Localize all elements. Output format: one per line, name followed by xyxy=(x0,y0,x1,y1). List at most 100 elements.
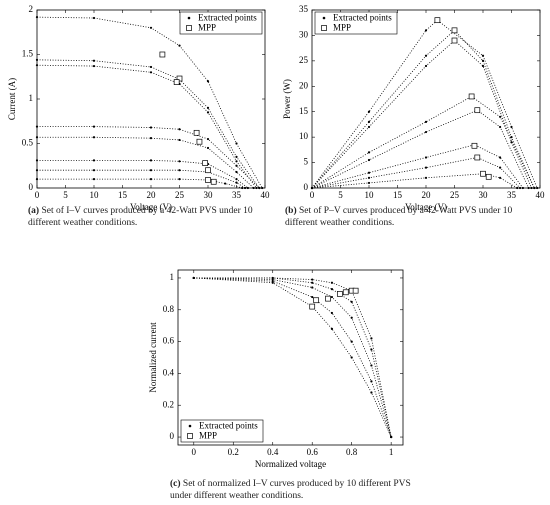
extracted-point xyxy=(271,278,274,281)
extracted-point xyxy=(311,295,314,299)
fit-curve xyxy=(311,19,538,189)
legend-marker xyxy=(321,25,327,31)
x-tick-label: 0.4 xyxy=(267,447,279,457)
extracted-point xyxy=(235,178,238,181)
caption: (c) Set of normalized I–V curves produce… xyxy=(170,478,425,502)
extracted-point xyxy=(35,58,39,61)
legend-marker xyxy=(187,16,191,20)
extracted-point xyxy=(330,311,334,315)
x-tick-label: 35 xyxy=(232,190,242,200)
legend-label: Extracted points xyxy=(198,13,257,23)
y-tick-label: 0 xyxy=(29,182,34,192)
caption-text: Set of I–V curves produced by a 42-Watt … xyxy=(28,206,253,228)
caption-label: (c) xyxy=(170,479,181,489)
mpp-point xyxy=(471,142,478,149)
extracted-point xyxy=(149,159,153,162)
legend-marker xyxy=(187,433,193,439)
extracted-point xyxy=(330,327,334,330)
extracted-point xyxy=(178,44,181,47)
mpp-point xyxy=(313,297,320,304)
caption: (b) Set of P–V curves produced by a 42-W… xyxy=(285,205,540,229)
extracted-point xyxy=(35,159,39,162)
fit-curve xyxy=(193,277,392,438)
extracted-point xyxy=(350,300,353,303)
fit-curve xyxy=(193,277,392,438)
extracted-point xyxy=(367,181,371,185)
y-tick-label: 5 xyxy=(304,157,309,167)
x-tick-label: 10 xyxy=(365,190,375,200)
x-tick-label: 35 xyxy=(507,190,517,200)
extracted-point xyxy=(178,178,181,181)
extracted-point xyxy=(35,136,39,139)
extracted-point xyxy=(510,125,513,129)
extracted-point xyxy=(246,186,249,190)
y-axis-label: Normalized current xyxy=(148,322,158,393)
x-tick-label: 30 xyxy=(479,190,489,200)
extracted-point xyxy=(178,128,181,131)
extracted-point xyxy=(481,64,485,68)
fit-curve xyxy=(311,173,518,189)
extracted-point xyxy=(424,120,428,123)
x-tick-label: 25 xyxy=(175,190,185,200)
caption-text: Set of normalized I–V curves produced by… xyxy=(170,479,411,501)
fit-curve xyxy=(193,277,392,438)
mpp-point xyxy=(468,93,475,100)
mpp-point xyxy=(202,160,208,166)
extracted-point xyxy=(235,142,238,145)
extracted-point xyxy=(390,435,393,439)
extracted-point xyxy=(149,65,153,69)
extracted-point xyxy=(350,316,353,319)
extracted-point xyxy=(35,16,39,19)
mpp-point xyxy=(352,287,359,294)
y-tick-label: 0.5 xyxy=(22,138,34,148)
x-tick-label: 0 xyxy=(192,447,197,457)
extracted-point xyxy=(367,171,371,174)
x-tick-label: 40 xyxy=(261,190,271,200)
extracted-point xyxy=(367,125,371,129)
extracted-point xyxy=(35,64,39,67)
mpp-point xyxy=(485,173,492,180)
extracted-point xyxy=(149,26,153,29)
extracted-point xyxy=(206,111,210,114)
extracted-point xyxy=(206,146,210,150)
extracted-point xyxy=(149,126,153,129)
extracted-point xyxy=(367,120,371,123)
extracted-point xyxy=(92,159,96,162)
extracted-point xyxy=(499,115,502,118)
extracted-point xyxy=(92,169,96,172)
caption-label: (b) xyxy=(285,206,297,216)
x-tick-label: 0 xyxy=(35,190,40,200)
y-tick-label: 15 xyxy=(299,106,309,116)
extracted-point xyxy=(499,176,502,179)
extracted-point xyxy=(35,125,39,128)
x-tick-label: 5 xyxy=(338,190,343,200)
extracted-point xyxy=(350,356,353,359)
y-tick-label: 0.6 xyxy=(163,336,175,346)
x-tick-label: 0.6 xyxy=(307,447,319,457)
extracted-point xyxy=(92,136,96,139)
legend-box xyxy=(179,11,263,35)
mpp-point xyxy=(336,291,343,297)
extracted-point xyxy=(271,281,274,284)
extracted-point xyxy=(350,340,353,343)
extracted-point xyxy=(261,186,264,190)
y-tick-label: 0.2 xyxy=(163,399,174,409)
extracted-point xyxy=(235,160,238,163)
y-tick-label: 0.4 xyxy=(163,367,175,377)
fit-curve xyxy=(311,109,529,189)
y-tick-label: 0 xyxy=(170,431,175,441)
extracted-point xyxy=(149,169,153,172)
extracted-point xyxy=(92,64,96,68)
plot-frame xyxy=(177,269,404,446)
extracted-point xyxy=(178,138,181,142)
extracted-point xyxy=(499,156,502,159)
extracted-point xyxy=(510,136,513,139)
mpp-point xyxy=(193,129,200,136)
mpp-point xyxy=(173,79,180,85)
y-tick-label: 20 xyxy=(299,80,309,90)
mpp-point xyxy=(196,138,203,145)
y-tick-label: 25 xyxy=(299,55,309,65)
extracted-point xyxy=(235,170,238,174)
legend-label: MPP xyxy=(333,23,351,33)
extracted-point xyxy=(424,156,428,159)
